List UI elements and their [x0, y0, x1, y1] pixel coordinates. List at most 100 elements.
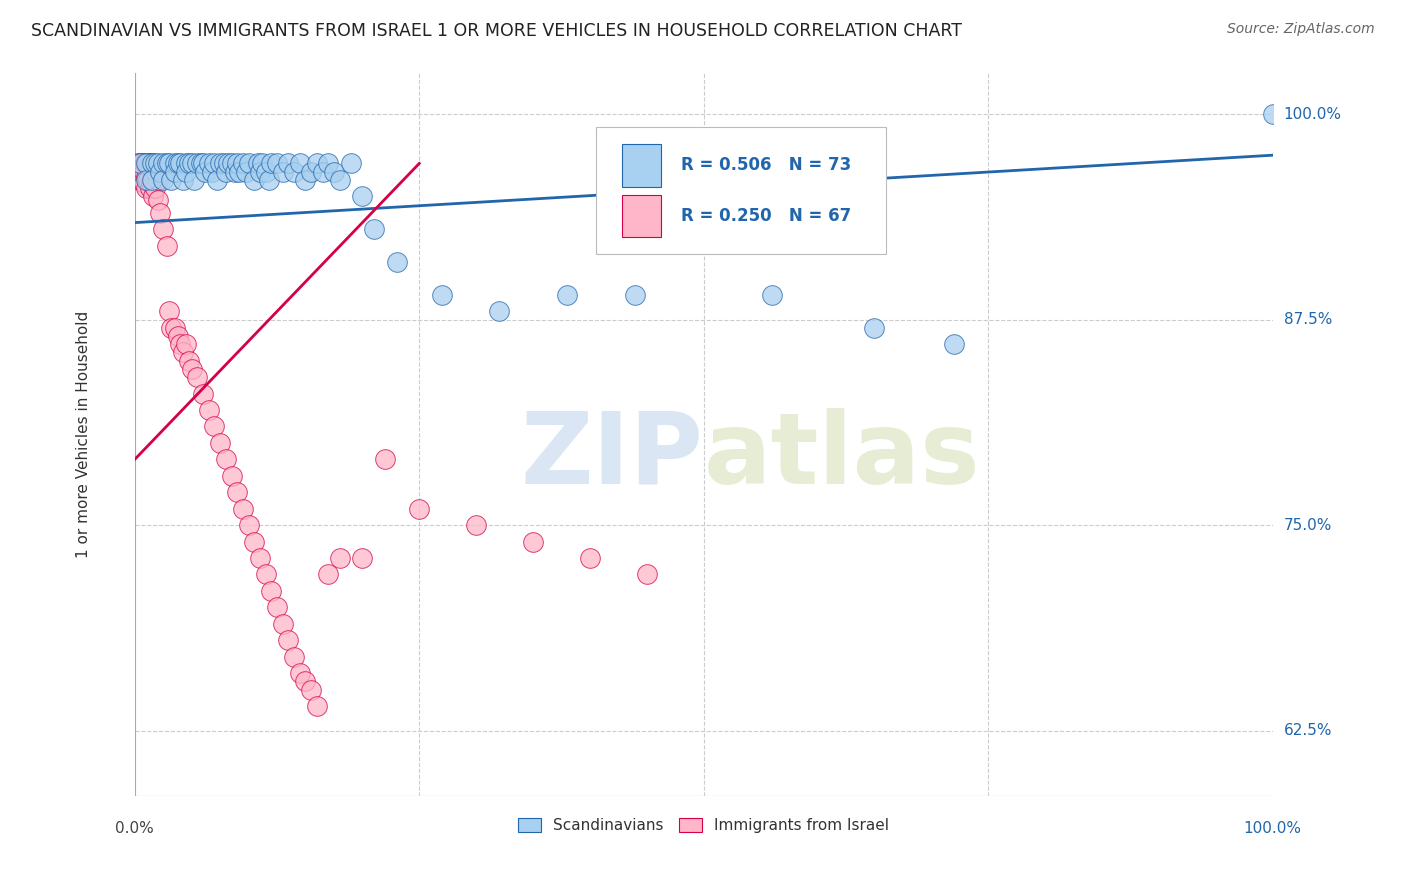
Point	[579, 551, 602, 566]
Point	[226, 485, 249, 500]
Point	[146, 156, 169, 170]
Point	[132, 160, 155, 174]
Point	[132, 164, 155, 178]
Point	[146, 193, 169, 207]
Point	[163, 164, 186, 178]
Text: atlas: atlas	[704, 408, 980, 505]
Point	[254, 567, 277, 582]
Point	[186, 370, 208, 384]
FancyBboxPatch shape	[621, 144, 661, 186]
Point	[209, 156, 232, 170]
Point	[141, 156, 163, 170]
Point	[943, 337, 966, 351]
Point	[131, 156, 153, 170]
Point	[167, 329, 190, 343]
Point	[152, 156, 174, 170]
Point	[294, 674, 316, 689]
Point	[169, 156, 191, 170]
Point	[163, 156, 186, 170]
Point	[311, 164, 333, 178]
Point	[152, 173, 174, 187]
Point	[260, 156, 283, 170]
Text: Source: ZipAtlas.com: Source: ZipAtlas.com	[1227, 22, 1375, 37]
Point	[352, 551, 374, 566]
Point	[329, 551, 352, 566]
Point	[179, 156, 201, 170]
Point	[142, 189, 165, 203]
Point	[157, 304, 180, 318]
Point	[139, 176, 162, 190]
Point	[316, 567, 339, 582]
Point	[249, 551, 271, 566]
Point	[374, 452, 396, 467]
Point	[143, 156, 166, 170]
Point	[135, 156, 157, 170]
Point	[209, 436, 232, 450]
Point	[252, 156, 274, 170]
Point	[180, 156, 202, 170]
Point	[465, 518, 488, 533]
Point	[555, 288, 578, 302]
Point	[129, 173, 152, 187]
Point	[305, 698, 328, 713]
Point	[157, 156, 180, 170]
Point	[127, 156, 149, 170]
Point	[260, 583, 283, 598]
Point	[352, 189, 374, 203]
Point	[430, 288, 453, 302]
Point	[132, 176, 155, 190]
Legend: Scandinavians, Immigrants from Israel: Scandinavians, Immigrants from Israel	[512, 812, 896, 839]
Point	[277, 156, 299, 170]
Text: 75.0%: 75.0%	[1284, 517, 1331, 533]
Point	[283, 649, 305, 664]
Point	[160, 321, 183, 335]
Text: R = 0.250   N = 67: R = 0.250 N = 67	[681, 207, 851, 225]
Point	[288, 666, 311, 681]
Point	[522, 534, 544, 549]
Point	[174, 164, 197, 178]
Text: 0.0%: 0.0%	[115, 822, 155, 837]
Text: 1 or more Vehicles in Household: 1 or more Vehicles in Household	[76, 311, 91, 558]
Text: 62.5%: 62.5%	[1284, 723, 1333, 739]
Point	[197, 156, 219, 170]
Point	[134, 156, 156, 170]
Point	[408, 501, 430, 516]
Point	[129, 156, 152, 170]
Point	[141, 156, 163, 170]
Point	[143, 181, 166, 195]
Point	[238, 156, 260, 170]
Point	[283, 164, 305, 178]
Point	[323, 164, 346, 178]
Point	[152, 222, 174, 236]
FancyBboxPatch shape	[621, 194, 661, 237]
Text: ZIP: ZIP	[520, 408, 704, 505]
Point	[197, 403, 219, 417]
Point	[160, 173, 183, 187]
Point	[624, 288, 647, 302]
Text: 100.0%: 100.0%	[1284, 106, 1341, 121]
Point	[363, 222, 385, 236]
Point	[146, 173, 169, 187]
Text: R = 0.506   N = 73: R = 0.506 N = 73	[681, 156, 851, 174]
Point	[243, 534, 266, 549]
Point	[156, 238, 179, 252]
Point	[277, 633, 299, 648]
Point	[221, 468, 243, 483]
Point	[149, 164, 172, 178]
Point	[141, 173, 163, 187]
Point	[238, 518, 260, 533]
Point	[135, 173, 157, 187]
Point	[212, 156, 235, 170]
Point	[235, 164, 257, 178]
Point	[329, 173, 352, 187]
Point	[221, 156, 243, 170]
Point	[249, 164, 271, 178]
Point	[190, 156, 212, 170]
Point	[226, 156, 249, 170]
Point	[488, 304, 510, 318]
Point	[167, 156, 190, 170]
Point	[138, 181, 160, 195]
Point	[299, 682, 322, 697]
Point	[299, 164, 322, 178]
Point	[174, 337, 197, 351]
